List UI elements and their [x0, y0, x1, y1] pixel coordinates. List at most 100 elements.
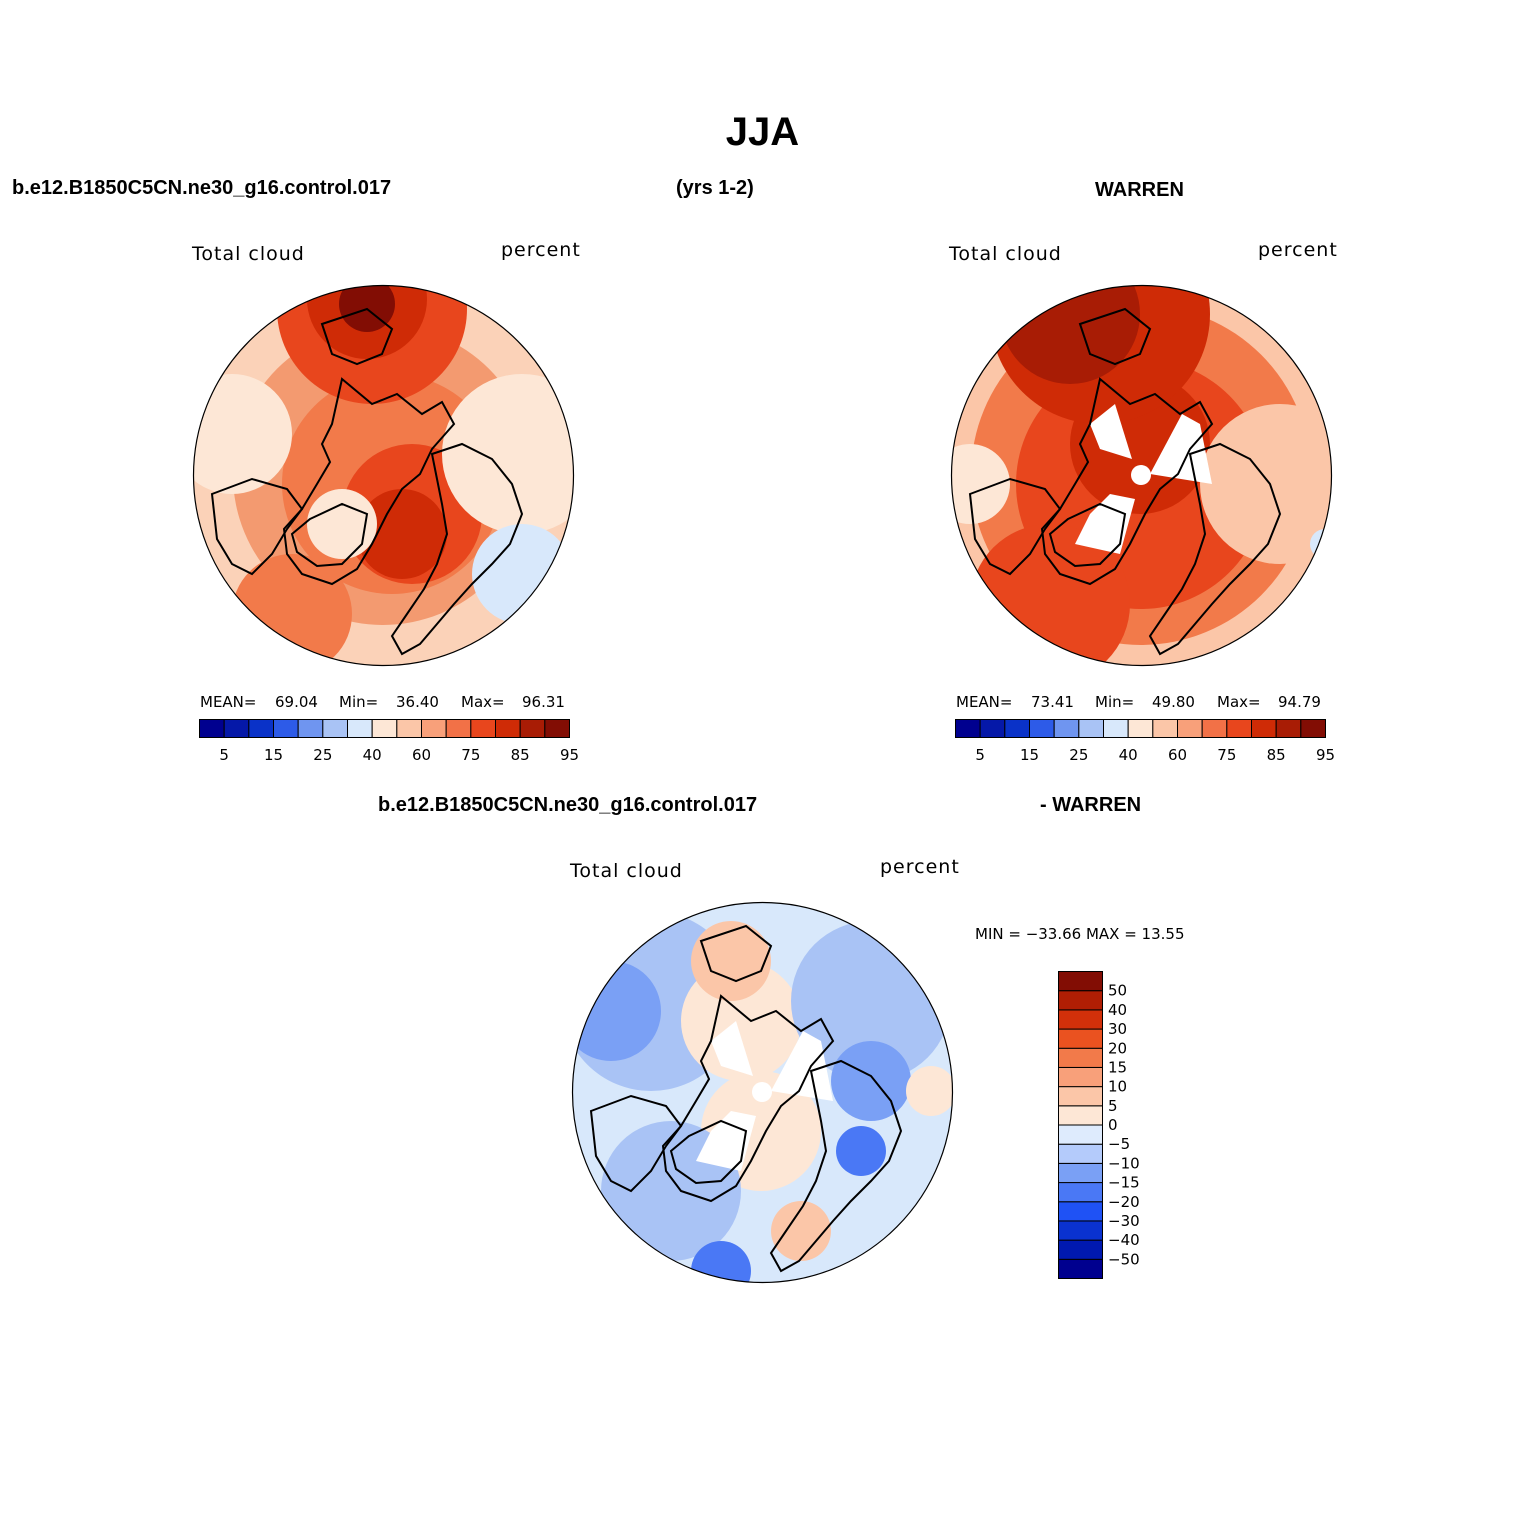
colorbar-box	[1058, 1258, 1103, 1279]
colorbar-box	[1058, 1086, 1103, 1107]
top-left-header: b.e12.B1850C5CN.ne30_g16.control.017	[12, 177, 392, 199]
colorbar-box	[1127, 719, 1154, 738]
colorbar-tick-label: 85	[511, 746, 530, 764]
colorbar-box	[371, 719, 398, 738]
top-right-header: WARREN	[1095, 179, 1184, 201]
colorbar-box	[1058, 1066, 1103, 1088]
colorbar-tick-label: 75	[461, 746, 480, 764]
panel1-units-label: percent	[501, 239, 581, 261]
colorbar-box	[1058, 1143, 1103, 1164]
colorbar-tick-label: −10	[1108, 1154, 1140, 1172]
colorbar-tick-label: 10	[1108, 1078, 1127, 1096]
panel2-max-label: Max=	[1217, 693, 1261, 711]
colorbar-box	[544, 719, 571, 738]
colorbar-box	[519, 719, 546, 738]
colorbar-box	[1201, 719, 1228, 738]
colorbar-tick-label: 30	[1108, 1020, 1127, 1038]
colorbar-box	[1058, 1028, 1103, 1049]
colorbar-tick-label: 85	[1267, 746, 1286, 764]
colorbar-box	[1058, 1220, 1103, 1241]
panel2-mean-value: 73.41	[1031, 693, 1074, 711]
colorbar-tick-label: 0	[1108, 1116, 1118, 1134]
colorbar-box	[1058, 1201, 1103, 1222]
panel2-variable-label: Total cloud	[949, 243, 1062, 265]
panel3-minmax-text: MIN = −33.66 MAX = 13.55	[975, 925, 1185, 943]
panel3-units-label: percent	[880, 856, 960, 878]
panel1-mean-value: 69.04	[275, 693, 318, 711]
colorbar-tick-label: 40	[363, 746, 382, 764]
panel2-units-label: percent	[1258, 239, 1338, 261]
colorbar-box	[495, 719, 521, 738]
panel2-max-value: 94.79	[1278, 693, 1321, 711]
colorbar-box	[1058, 990, 1103, 1011]
colorbar-tick-label: −50	[1108, 1250, 1140, 1268]
colorbar-box	[396, 719, 422, 738]
polar-map-difference	[571, 901, 954, 1284]
panel1-min-value: 36.40	[396, 693, 439, 711]
colorbar-tick-label: 50	[1108, 982, 1127, 1000]
polar-map-model	[192, 284, 575, 667]
colorbar-tick-label: 40	[1108, 1001, 1127, 1019]
colorbar-box	[1058, 1239, 1103, 1260]
colorbar-tick-label: 5	[1108, 1097, 1118, 1115]
colorbar-box	[297, 719, 324, 738]
colorbar-box	[1152, 719, 1178, 738]
colorbar-box	[1300, 719, 1327, 738]
colorbar-box	[1103, 719, 1129, 738]
colorbar-box	[1226, 719, 1253, 738]
colorbar-tick-label: 75	[1217, 746, 1236, 764]
colorbar-tick-label: −20	[1108, 1193, 1140, 1211]
colorbar-box	[199, 719, 225, 738]
colorbar-box	[1177, 719, 1203, 738]
panel2-min-value: 49.80	[1152, 693, 1195, 711]
colorbar-tick-label: 60	[412, 746, 431, 764]
colorbar-tick-label: 15	[1020, 746, 1039, 764]
panel2-min-label: Min=	[1095, 693, 1135, 711]
bottom-header-right: - WARREN	[1040, 794, 1142, 816]
panel1-max-value: 96.31	[522, 693, 565, 711]
colorbar-box	[445, 719, 472, 738]
colorbar-tick-label: 5	[219, 746, 229, 764]
colorbar-tick-label: −5	[1108, 1135, 1130, 1153]
colorbar-tick-label: −40	[1108, 1231, 1140, 1249]
colorbar-box	[322, 719, 349, 738]
colorbar-tick-label: 40	[1119, 746, 1138, 764]
panel1-max-label: Max=	[461, 693, 505, 711]
panel1-variable-label: Total cloud	[192, 243, 305, 265]
colorbar-box	[1058, 1182, 1103, 1203]
panel3-variable-label: Total cloud	[570, 860, 683, 882]
colorbar-box	[1004, 719, 1030, 738]
colorbar-box	[1058, 1105, 1103, 1126]
panel2-mean-label: MEAN=	[956, 693, 1013, 711]
colorbar-tick-label: 15	[264, 746, 283, 764]
colorbar-box	[421, 719, 447, 738]
panel1-min-label: Min=	[339, 693, 379, 711]
colorbar-box	[955, 719, 981, 738]
colorbar-tick-label: 95	[1316, 746, 1335, 764]
colorbar-box	[1058, 1162, 1103, 1184]
colorbar-box	[273, 719, 299, 738]
bottom-header-left: b.e12.B1850C5CN.ne30_g16.control.017	[378, 794, 758, 816]
colorbar-tick-label: −30	[1108, 1212, 1140, 1230]
colorbar-box	[1029, 719, 1055, 738]
colorbar-box	[1053, 719, 1080, 738]
colorbar-tick-label: 5	[975, 746, 985, 764]
colorbar-box	[470, 719, 497, 738]
colorbar-box	[1058, 1047, 1103, 1068]
colorbar-tick-label: 25	[1069, 746, 1088, 764]
colorbar-box	[347, 719, 373, 738]
colorbar-box	[979, 719, 1006, 738]
colorbar-tick-label: 20	[1108, 1039, 1127, 1057]
main-title: JJA	[725, 110, 800, 154]
colorbar-box	[1058, 971, 1103, 992]
colorbar-box	[1275, 719, 1302, 738]
colorbar-model: 5 15 25 40 60 75 85 95	[199, 719, 579, 764]
colorbar-box	[1251, 719, 1277, 738]
top-center-header: (yrs 1-2)	[676, 177, 754, 199]
polar-map-warren	[950, 284, 1333, 667]
colorbar-tick-label: 25	[313, 746, 332, 764]
colorbar-tick-label: 95	[560, 746, 579, 764]
colorbar-box	[1058, 1009, 1103, 1030]
colorbar-tick-label: −15	[1108, 1174, 1140, 1192]
